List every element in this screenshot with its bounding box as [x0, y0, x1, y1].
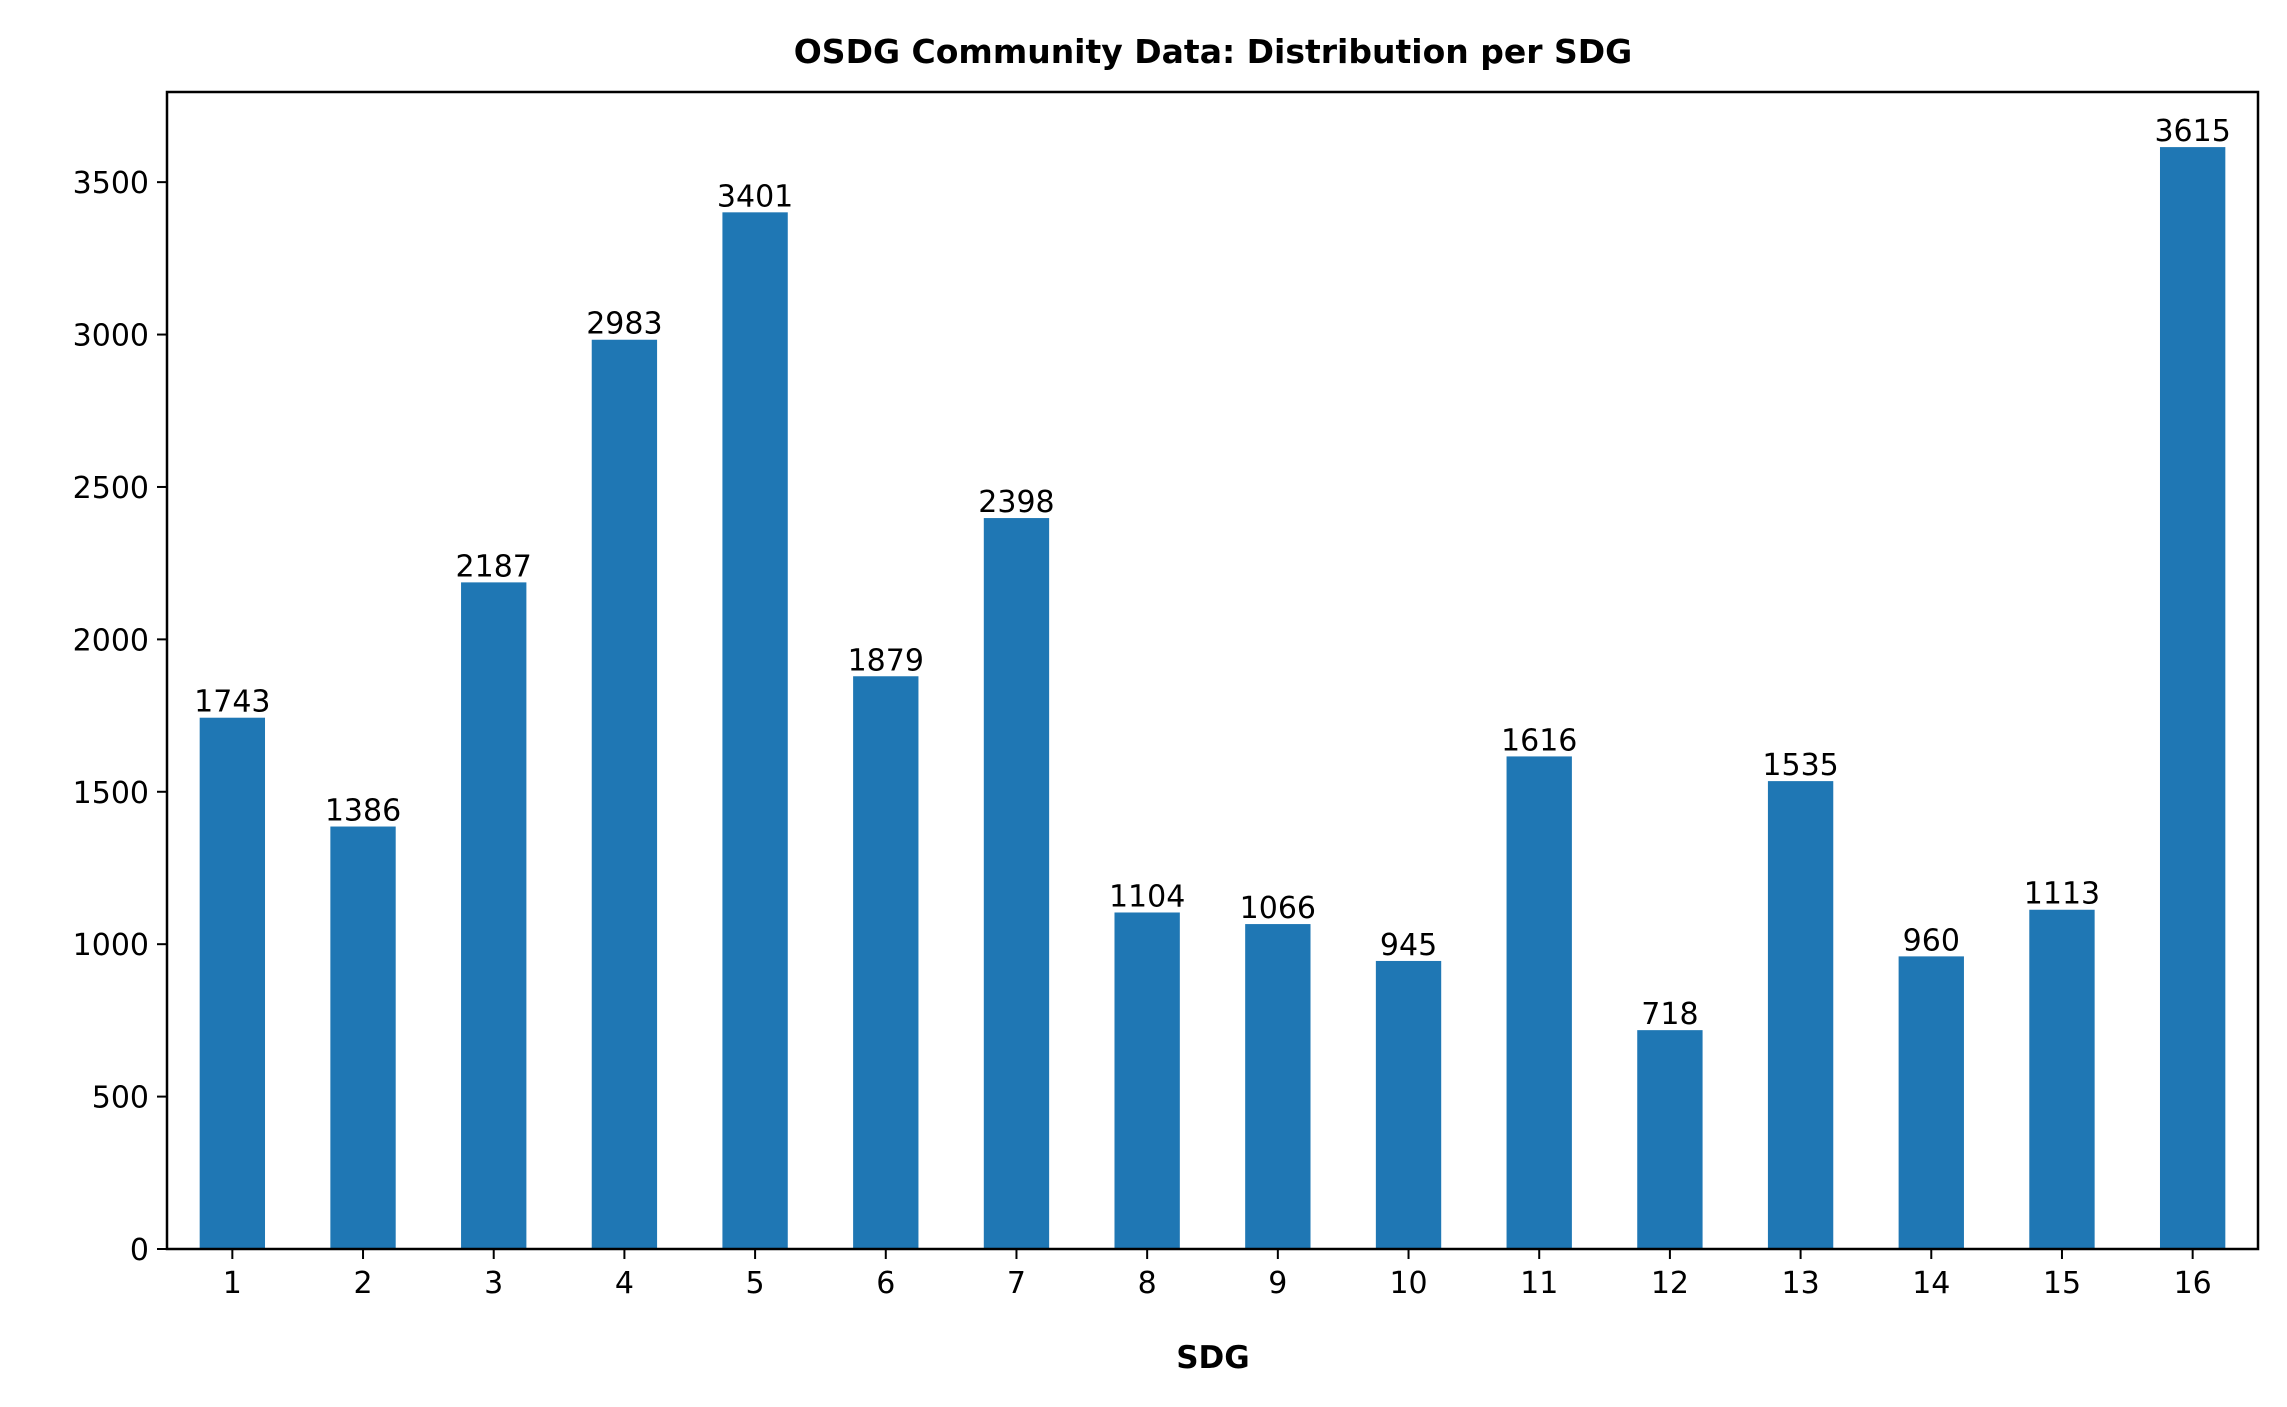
bar-sdg-5: [722, 212, 788, 1249]
x-axis-label: SDG: [1176, 1340, 1250, 1376]
bar-sdg-13: [1767, 781, 1834, 1249]
x-tick-label: 7: [1007, 1266, 1026, 1301]
bar-value-label: 718: [1641, 997, 1698, 1032]
bar-sdg-8: [1114, 912, 1180, 1249]
bar-value-label: 3615: [2154, 114, 2230, 149]
bar-value-label: 1104: [1109, 879, 1185, 914]
bar-sdg-16: [2159, 147, 2226, 1250]
chart-title: OSDG Community Data: Distribution per SD…: [794, 32, 1633, 71]
bar-value-label: 1113: [2024, 877, 2100, 912]
y-tick-label: 0: [130, 1233, 149, 1268]
x-tick-label: 2: [353, 1266, 372, 1301]
bar-sdg-12: [1637, 1030, 1703, 1249]
bar-sdg-14: [1898, 956, 1964, 1249]
x-tick-label: 15: [2043, 1266, 2081, 1301]
bar-value-label: 1386: [325, 794, 401, 829]
bar-sdg-9: [1245, 924, 1311, 1249]
y-tick-label: 2500: [73, 471, 149, 506]
x-tick-label: 9: [1268, 1266, 1287, 1301]
bar-sdg-2: [330, 826, 396, 1249]
bar-value-label: 2187: [456, 549, 532, 584]
x-tick-label: 5: [746, 1266, 765, 1301]
bar-value-label: 1616: [1501, 723, 1577, 758]
bars-group: [199, 147, 2226, 1250]
bar-value-label: 960: [1903, 923, 1960, 958]
x-axis: 1 2 3 4 5 6 7 8 9 10 11 12 13 14 15 16: [223, 1249, 2212, 1301]
x-tick-label: 12: [1651, 1266, 1689, 1301]
y-tick-label: 3500: [73, 166, 149, 201]
y-axis: 0 500 1000 1500 2000 2500 3000 3500: [73, 166, 167, 1268]
bar-sdg-6: [853, 676, 919, 1249]
x-tick-label: 16: [2174, 1266, 2212, 1301]
y-tick-label: 3000: [73, 319, 149, 354]
y-tick-label: 500: [92, 1081, 149, 1116]
bar-value-label: 945: [1380, 928, 1437, 963]
x-tick-label: 11: [1520, 1266, 1558, 1301]
x-tick-label: 10: [1389, 1266, 1427, 1301]
bar-value-label: 3401: [717, 179, 793, 214]
bar-value-label: 2398: [978, 485, 1054, 520]
bar-sdg-4: [591, 339, 658, 1250]
plot-frame: [165, 90, 2260, 1251]
bar-value-label: 2983: [586, 307, 662, 342]
y-tick-label: 2000: [73, 623, 149, 658]
x-tick-label: 4: [615, 1266, 634, 1301]
x-tick-label: 8: [1138, 1266, 1157, 1301]
x-tick-label: 14: [1912, 1266, 1950, 1301]
x-tick-label: 6: [876, 1266, 895, 1301]
bar-sdg-11: [1506, 756, 1572, 1249]
bar-value-label: 1535: [1762, 748, 1838, 783]
x-tick-label: 1: [223, 1266, 242, 1301]
bar-sdg-1: [199, 717, 266, 1249]
bar-sdg-7: [983, 518, 1050, 1249]
bar-sdg-10: [1375, 960, 1442, 1249]
bar-value-label: 1066: [1240, 891, 1316, 926]
y-tick-label: 1000: [73, 928, 149, 963]
bar-sdg-3: [461, 582, 527, 1249]
bar-value-label: 1743: [194, 685, 270, 720]
bar-sdg-15: [2029, 909, 2095, 1249]
x-tick-label: 3: [484, 1266, 503, 1301]
x-tick-label: 13: [1782, 1266, 1820, 1301]
y-tick-label: 1500: [73, 776, 149, 811]
bar-labels-group: 1743 1386 2187 2983 3401 1879 2398 1104 1066 945 1…: [194, 114, 2231, 1032]
bar-value-label: 1879: [848, 643, 924, 678]
